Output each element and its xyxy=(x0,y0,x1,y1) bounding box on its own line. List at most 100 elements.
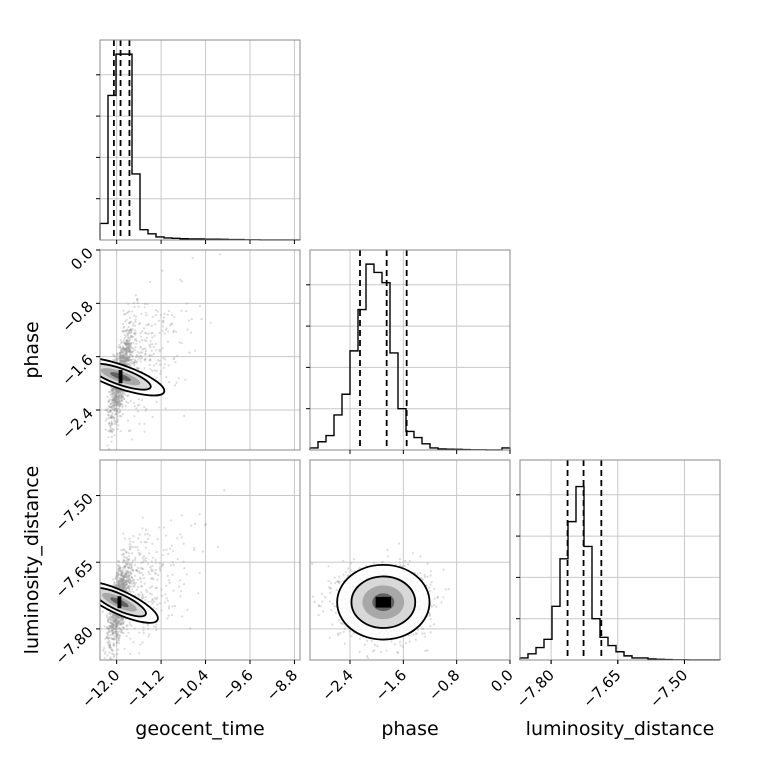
scatter-point xyxy=(117,564,120,567)
scatter-point xyxy=(113,417,116,420)
scatter-point xyxy=(119,567,122,570)
scatter-point xyxy=(112,621,116,624)
scatter-point xyxy=(116,398,119,401)
scatter-point xyxy=(124,560,127,563)
scatter-point xyxy=(112,397,115,400)
scatter-point xyxy=(161,325,164,328)
scatter-point xyxy=(115,400,118,403)
scatter-point xyxy=(411,552,414,555)
scatter-point xyxy=(139,576,142,579)
scatter-point xyxy=(107,619,110,623)
scatter-point xyxy=(414,632,417,635)
scatter-point xyxy=(122,578,125,581)
scatter-point xyxy=(125,347,128,350)
histogram-phase xyxy=(306,249,511,454)
scatter-point xyxy=(423,575,427,579)
scatter-point xyxy=(111,387,114,390)
scatter-point xyxy=(175,381,178,384)
scatter-point xyxy=(119,353,122,356)
scatter-point xyxy=(121,569,124,572)
scatter-point xyxy=(119,581,122,584)
scatter-point xyxy=(110,422,113,425)
scatter-point xyxy=(118,402,121,405)
scatter-point xyxy=(169,324,172,327)
scatter-point xyxy=(107,633,110,637)
scatter-point xyxy=(120,617,123,620)
scatter-point xyxy=(123,357,126,360)
scatter-point xyxy=(433,623,436,626)
scatter-point xyxy=(114,619,117,622)
scatter-point xyxy=(121,618,124,621)
scatter-point xyxy=(120,622,123,625)
scatter-point xyxy=(117,391,120,394)
scatter-point xyxy=(155,623,158,626)
scatter-point xyxy=(115,395,118,398)
density-peak xyxy=(117,596,122,609)
scatter-point xyxy=(131,310,134,313)
scatter-point xyxy=(124,359,127,363)
scatter-point xyxy=(114,397,117,400)
scatter-point xyxy=(125,351,128,354)
scatter-point xyxy=(113,422,116,425)
scatter-point xyxy=(108,643,111,646)
scatter-point xyxy=(115,622,118,625)
scatter-point xyxy=(144,353,147,356)
scatter-point xyxy=(129,545,133,548)
scatter-point xyxy=(107,644,110,647)
scatter-point xyxy=(141,516,144,519)
scatter-point xyxy=(164,593,167,596)
scatter-point xyxy=(115,395,118,398)
scatter-point xyxy=(121,395,125,398)
scatter-point xyxy=(128,545,131,548)
scatter-point xyxy=(125,582,128,585)
scatter-point xyxy=(127,585,130,588)
scatter-point xyxy=(127,567,130,570)
scatter-point xyxy=(419,571,422,575)
scatter-point xyxy=(128,588,131,591)
scatter-point xyxy=(109,416,113,419)
scatter-point xyxy=(123,356,126,359)
scatter-point xyxy=(140,356,143,359)
scatter-point xyxy=(205,522,208,526)
scatter-point xyxy=(147,570,150,574)
scatter-point xyxy=(198,513,201,516)
scatter-point xyxy=(152,625,156,628)
scatter-point xyxy=(161,320,164,323)
scatter-point xyxy=(133,627,136,630)
scatter-point xyxy=(122,577,125,580)
scatter-point xyxy=(122,577,125,580)
scatter-point xyxy=(182,542,185,545)
scatter-point xyxy=(122,359,125,362)
scatter-point xyxy=(122,357,126,360)
scatter-point xyxy=(120,398,123,401)
scatter-point xyxy=(124,352,127,355)
scatter-point xyxy=(125,350,128,353)
scatter-point xyxy=(148,344,151,347)
scatter-point xyxy=(189,627,192,630)
scatter-point xyxy=(117,568,120,572)
scatter-point xyxy=(113,623,117,626)
scatter-point xyxy=(110,416,113,419)
scatter-point xyxy=(120,571,123,574)
scatter-point xyxy=(116,627,119,630)
scatter-point xyxy=(115,626,118,629)
xtick-label-phase: −0.8 xyxy=(425,666,463,704)
scatter-point xyxy=(116,652,119,656)
scatter-point xyxy=(113,632,116,635)
scatter-point xyxy=(134,320,137,323)
scatter-point xyxy=(334,581,337,585)
scatter-point xyxy=(124,583,127,586)
scatter-point xyxy=(399,564,402,567)
scatter-point xyxy=(128,582,131,585)
scatter-point xyxy=(144,358,147,361)
scatter-point xyxy=(109,625,112,628)
scatter-point xyxy=(124,589,128,592)
scatter-point xyxy=(106,626,109,630)
scatter-point xyxy=(108,447,111,450)
scatter-point xyxy=(127,555,130,558)
scatter-point xyxy=(125,352,128,355)
scatter-point xyxy=(186,608,189,611)
scatter-point xyxy=(127,577,130,580)
scatter-point xyxy=(122,330,125,334)
scatter-point xyxy=(111,428,114,431)
